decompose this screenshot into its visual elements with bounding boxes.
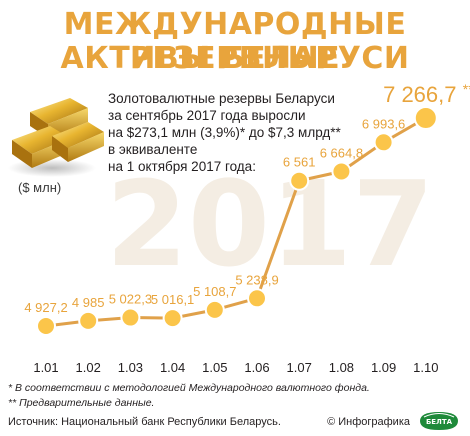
description-line: на $273,1 млн (3,9%)* до $7,3 млрд** — [108, 125, 341, 140]
x-tick-label: 1.08 — [329, 360, 354, 375]
data-point-marker — [331, 161, 352, 182]
description-line: Золотовалютные резервы Беларуси — [108, 91, 335, 106]
footnote-preliminary: ** Предварительные данные. — [8, 397, 155, 409]
source-text: Источник: Национальный банк Республики Б… — [8, 416, 281, 428]
data-value-label: 6 993,6 — [362, 116, 405, 131]
credit-text: © Инфографика — [327, 416, 410, 428]
data-point-marker — [413, 106, 438, 130]
svg-text:БЕЛТА: БЕЛТА — [426, 418, 453, 426]
x-tick-label: 1.01 — [33, 360, 58, 375]
description-line: за сентябрь 2017 года выросли — [108, 108, 306, 123]
footnotes: * В соответствии с методологией Междунар… — [8, 381, 370, 411]
description-line: в эквиваленте — [108, 142, 198, 157]
title-line-1: МЕЖДУНАРОДНЫЕ РЕЗЕРВНЫЕ — [63, 7, 407, 76]
description-text: Золотовалютные резервы Беларуси за сентя… — [108, 90, 368, 175]
description-line: на 1 октября 2017 года: — [108, 159, 256, 174]
x-tick-label: 1.02 — [76, 360, 101, 375]
unit-label: ($ млн) — [18, 180, 62, 195]
data-point-marker — [78, 310, 99, 331]
data-value-label: 5 022,3 — [109, 292, 152, 307]
data-value-label: 5 238,9 — [235, 272, 278, 287]
data-value-label: 4 927,2 — [24, 300, 67, 315]
title-line-2: АКТИВЫ БЕЛАРУСИ — [60, 41, 410, 76]
x-tick-label: 1.03 — [118, 360, 143, 375]
data-value-label: 5 016,1 — [151, 292, 194, 307]
data-value-label: 7 266,7 — [383, 82, 456, 107]
data-value-label: 5 108,7 — [193, 284, 236, 299]
x-tick-label: 1.05 — [202, 360, 227, 375]
gold-bars-icon — [8, 98, 104, 177]
footnote-methodology: * В соответствии с методологией Междунар… — [8, 382, 370, 394]
data-value-label-footnote-mark: ** — [463, 81, 470, 97]
data-point-marker — [162, 308, 183, 329]
x-tick-label: 1.07 — [287, 360, 312, 375]
x-tick-label: 1.10 — [413, 360, 438, 375]
data-point-marker — [247, 288, 267, 309]
data-point-marker — [373, 132, 394, 153]
data-value-label: 4 985 — [72, 295, 105, 310]
x-tick-label: 1.06 — [244, 360, 269, 375]
data-point-marker — [204, 299, 225, 320]
data-point-marker — [36, 316, 56, 336]
background-year-watermark: 2017 — [106, 155, 434, 293]
data-point-marker — [289, 170, 310, 191]
data-value-label: 6 664,8 — [320, 146, 363, 161]
data-value-label: 6 561 — [283, 155, 316, 170]
series-line — [45, 116, 427, 328]
x-tick-label: 1.04 — [160, 360, 185, 375]
belta-logo: БЕЛТА — [420, 412, 458, 430]
data-point-marker — [120, 307, 141, 328]
x-tick-label: 1.09 — [371, 360, 396, 375]
